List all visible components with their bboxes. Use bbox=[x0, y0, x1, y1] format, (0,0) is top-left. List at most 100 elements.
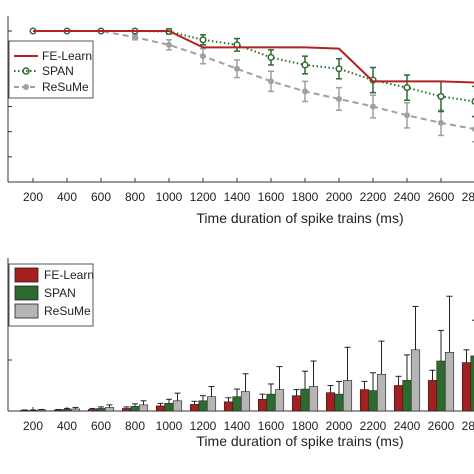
bar-resume bbox=[444, 352, 455, 412]
data-point-resume bbox=[132, 34, 138, 41]
legend-bar-label-span: SPAN bbox=[44, 286, 76, 300]
series-line-resume bbox=[33, 30, 474, 130]
data-point-span bbox=[267, 53, 275, 61]
bottom-x-tick-label: 1000 bbox=[156, 419, 183, 433]
top-series-group bbox=[29, 27, 474, 143]
bar-span bbox=[402, 380, 412, 412]
legend-swatch-fe-learn bbox=[14, 267, 39, 283]
data-point-span bbox=[301, 61, 309, 69]
line-chart-panel: 200 400 600 800 1000 1200 1400 1600 1800 2000 2200… bbox=[7, 16, 474, 226]
bar-resume bbox=[342, 380, 353, 412]
top-x-tick-label: 2000 bbox=[326, 190, 353, 204]
top-x-tick-label: 400 bbox=[57, 190, 77, 204]
bottom-x-tick-label: 1800 bbox=[292, 419, 319, 433]
bottom-x-tick-label: 800 bbox=[125, 419, 145, 433]
bottom-x-tick-label: 2000 bbox=[326, 419, 353, 433]
bar-resume bbox=[410, 349, 421, 412]
bar-fe-learn bbox=[393, 385, 404, 412]
bar-span bbox=[266, 393, 276, 412]
top-x-axis-label: Time duration of spike trains (ms) bbox=[196, 210, 403, 226]
bar-span bbox=[62, 409, 72, 412]
top-x-tick-label: 200 bbox=[23, 190, 43, 204]
bar-fe-learn bbox=[427, 380, 438, 412]
top-x-tick-label: 600 bbox=[91, 190, 111, 204]
bar-span bbox=[164, 403, 174, 412]
data-point-resume bbox=[268, 78, 274, 85]
data-point-span bbox=[403, 84, 411, 92]
bar-fe-learn bbox=[461, 362, 472, 412]
legend-bar-label-fe-learn: FE-Learn bbox=[44, 268, 94, 282]
bottom-x-tick-label: 2200 bbox=[360, 419, 387, 433]
bar-resume bbox=[138, 404, 149, 412]
bar-resume bbox=[172, 400, 183, 412]
bar-fe-learn bbox=[87, 409, 98, 412]
legend-bar-label-resume: ReSuMe bbox=[44, 304, 91, 318]
bottom-x-tick-label: 1200 bbox=[190, 419, 217, 433]
bottom-x-tick-label: 2400 bbox=[394, 419, 421, 433]
bar-span bbox=[96, 408, 106, 412]
bar-span bbox=[334, 393, 344, 412]
top-x-tick-label: 1200 bbox=[190, 190, 217, 204]
bottom-x-tick-label: 1600 bbox=[258, 419, 285, 433]
bar-resume bbox=[36, 409, 47, 412]
legend-label-resume: ReSuMe bbox=[42, 80, 89, 94]
top-x-tick-label: 2400 bbox=[394, 190, 421, 204]
bar-fe-learn bbox=[53, 409, 64, 412]
top-x-ticks: 200 400 600 800 1000 1200 1400 1600 1800 2000 2200… bbox=[23, 178, 474, 204]
top-x-tick-label: 1400 bbox=[224, 190, 251, 204]
top-x-tick-label: 2800 bbox=[462, 190, 474, 204]
bottom-x-tick-label: 600 bbox=[91, 419, 111, 433]
data-point-resume bbox=[166, 41, 172, 48]
data-point-resume bbox=[404, 112, 410, 119]
bottom-y-ticks bbox=[8, 359, 12, 412]
top-legend: FE-Learn SPAN ReSuMe bbox=[8, 40, 94, 99]
bar-fe-learn bbox=[189, 404, 200, 412]
legend-swatch-resume bbox=[14, 303, 39, 319]
data-point-resume bbox=[336, 95, 342, 102]
bar-span bbox=[198, 400, 208, 412]
legend-swatch-span bbox=[14, 285, 39, 301]
top-x-tick-label: 1800 bbox=[292, 190, 319, 204]
bar-fe-learn bbox=[223, 401, 234, 412]
bottom-legend: FE-Learn SPAN ReSuMe bbox=[8, 263, 94, 327]
data-point-resume bbox=[200, 53, 206, 60]
top-x-tick-label: 2600 bbox=[428, 190, 455, 204]
bar-span bbox=[368, 390, 378, 412]
data-point-span bbox=[335, 65, 343, 73]
bottom-x-axis-label: Time duration of spike trains (ms) bbox=[196, 433, 403, 449]
bar-span bbox=[28, 410, 38, 412]
bar-fe-learn bbox=[19, 410, 30, 412]
bar-resume bbox=[70, 408, 81, 412]
data-point-resume bbox=[438, 119, 444, 126]
bar-span bbox=[470, 355, 474, 412]
legend-marker-resume bbox=[23, 84, 29, 90]
bar-span bbox=[300, 388, 310, 412]
legend-label-fe-learn: FE-Learn bbox=[42, 49, 92, 63]
data-point-resume bbox=[370, 103, 376, 110]
bar-fe-learn bbox=[121, 408, 132, 412]
bar-fe-learn bbox=[325, 392, 336, 412]
bar-resume bbox=[104, 407, 115, 412]
bottom-x-tick-label: 200 bbox=[23, 419, 43, 433]
data-point-resume bbox=[234, 65, 240, 72]
bar-span bbox=[130, 406, 140, 412]
bar-chart-panel: 200 400 600 800 1000 1200 1400 1600 1800 2000 2200… bbox=[7, 258, 474, 449]
bottom-x-tick-label: 2600 bbox=[428, 419, 455, 433]
bottom-x-ticks: 200 400 600 800 1000 1200 1400 1600 1800 2000 2200… bbox=[23, 407, 474, 433]
data-point-span bbox=[437, 92, 445, 100]
legend-marker-span bbox=[22, 67, 30, 75]
bottom-x-tick-label: 1400 bbox=[224, 419, 251, 433]
bar-resume bbox=[206, 396, 217, 412]
bar-span bbox=[436, 360, 446, 412]
bar-resume bbox=[308, 386, 319, 412]
bar-fe-learn bbox=[257, 398, 268, 412]
bar-fe-learn bbox=[291, 395, 302, 412]
legend-label-span: SPAN bbox=[42, 64, 74, 78]
bar-fe-learn bbox=[359, 389, 370, 412]
top-x-tick-label: 2200 bbox=[360, 190, 387, 204]
series-line-fe-learn bbox=[33, 30, 474, 84]
top-x-tick-label: 1000 bbox=[156, 190, 183, 204]
bar-resume bbox=[274, 389, 285, 412]
bar-fe-learn bbox=[155, 405, 166, 412]
